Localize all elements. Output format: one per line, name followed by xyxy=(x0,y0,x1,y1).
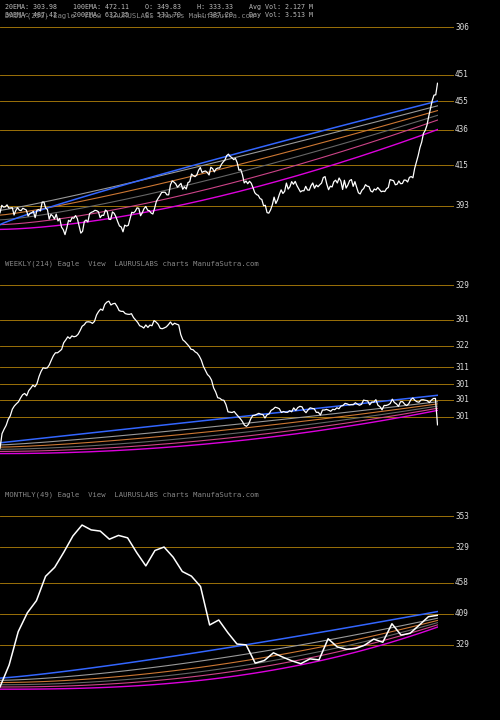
Text: 409: 409 xyxy=(455,609,469,618)
Text: 30EMA: 487.42    200EMA: 632.25    C: 531.70    L: 387.20    Day Vol: 3.513 M: 30EMA: 487.42 200EMA: 632.25 C: 531.70 L… xyxy=(5,12,313,18)
Text: 329: 329 xyxy=(455,543,469,552)
Text: 451: 451 xyxy=(455,71,469,79)
Text: 393: 393 xyxy=(455,201,469,210)
Text: 301: 301 xyxy=(455,395,469,404)
Text: 20EMA: 303.98    100EMA: 472.11    O: 349.83    H: 333.33    Avg Vol: 2.127 M: 20EMA: 303.98 100EMA: 472.11 O: 349.83 H… xyxy=(5,4,313,9)
Text: MONTHLY(49) Eagle  View  LAURUSLABS charts ManufaSutra.com: MONTHLY(49) Eagle View LAURUSLABS charts… xyxy=(5,491,259,498)
Text: 306: 306 xyxy=(455,23,469,32)
Text: 311: 311 xyxy=(455,363,469,372)
Text: 353: 353 xyxy=(455,512,469,521)
Text: 455: 455 xyxy=(455,96,469,106)
Text: 301: 301 xyxy=(455,380,469,389)
Text: 458: 458 xyxy=(455,578,469,588)
Text: 329: 329 xyxy=(455,281,469,289)
Text: 301: 301 xyxy=(455,413,469,421)
Text: 329: 329 xyxy=(455,640,469,649)
Text: 322: 322 xyxy=(455,341,469,350)
Text: 301: 301 xyxy=(455,315,469,324)
Text: 436: 436 xyxy=(455,125,469,134)
Text: DAILY(250) Eagle  View  LAURUSLABS charts ManufaSutra.com: DAILY(250) Eagle View LAURUSLABS charts … xyxy=(5,12,254,19)
Text: 415: 415 xyxy=(455,161,469,170)
Text: WEEKLY(214) Eagle  View  LAURUSLABS charts ManufaSutra.com: WEEKLY(214) Eagle View LAURUSLABS charts… xyxy=(5,261,259,267)
